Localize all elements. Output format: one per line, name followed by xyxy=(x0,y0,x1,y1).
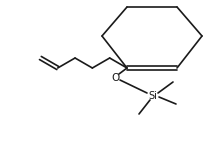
Text: O: O xyxy=(112,73,120,83)
Text: Si: Si xyxy=(149,91,157,101)
